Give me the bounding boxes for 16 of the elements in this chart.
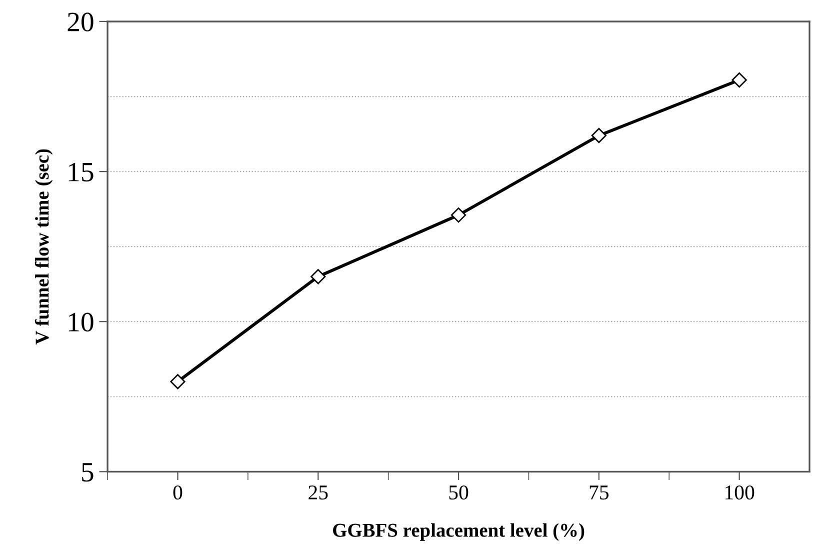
x-tick-label: 25 (308, 486, 328, 500)
x-axis-title: GGBFS replacement level (%) (333, 523, 584, 541)
y-tick-label: 5 (82, 463, 94, 482)
x-tick-label: 50 (449, 485, 468, 500)
x-tick-label: 0 (173, 485, 182, 500)
point (170, 374, 186, 390)
x-tick-label: 75 (590, 486, 609, 500)
point (310, 269, 326, 284)
point (450, 207, 466, 223)
point (732, 72, 747, 88)
y-tick-label: 10 (69, 312, 94, 332)
y-tick-label: 20 (68, 12, 94, 32)
point (591, 128, 606, 144)
y-axis-title: V funnel flow time (sec) (34, 149, 53, 344)
y-tick-label: 15 (69, 162, 94, 182)
x-tick-label: 100 (726, 485, 754, 500)
